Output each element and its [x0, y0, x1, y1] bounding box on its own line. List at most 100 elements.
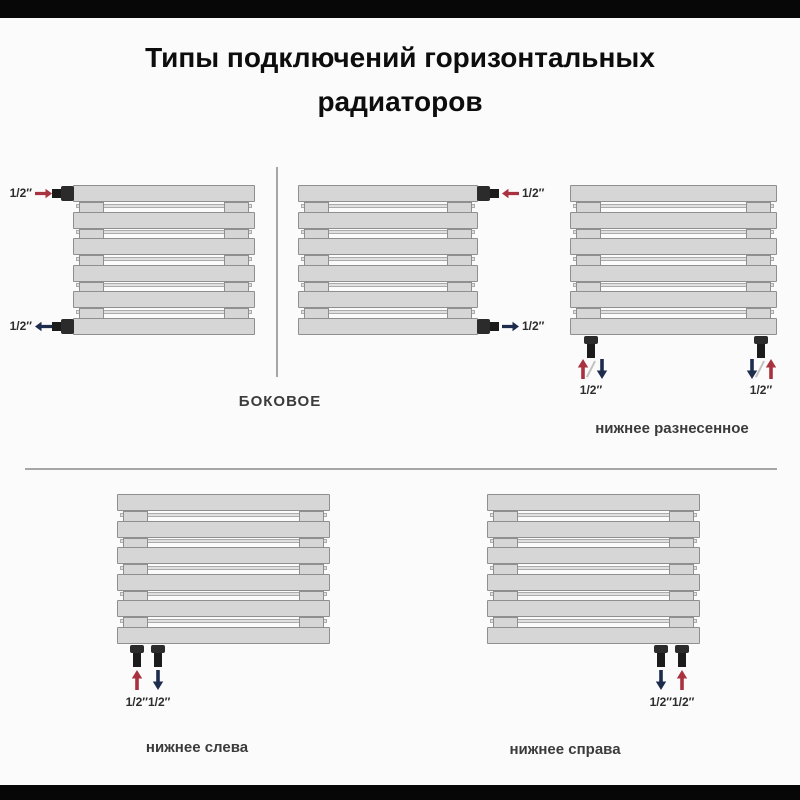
return-arrow-icon	[596, 359, 608, 379]
collector-strip	[573, 230, 774, 235]
radiator-bottom-right-connection	[487, 494, 700, 645]
collector-strip	[301, 256, 475, 261]
radiator-slat	[298, 238, 478, 256]
radiator-collector-gap	[487, 564, 700, 575]
return-arrow-icon	[152, 670, 164, 690]
supply-arrow-icon	[35, 188, 52, 199]
radiator-slat	[570, 291, 777, 309]
radiator-slat	[298, 211, 478, 229]
pipe-stub-icon	[587, 344, 595, 358]
valve-nut-icon	[61, 319, 74, 334]
divider-vertical	[276, 167, 278, 377]
radiator-slat	[73, 185, 255, 202]
pipe-stub-icon	[657, 653, 665, 667]
collector-strip	[490, 512, 697, 517]
radiator-collector-gap	[487, 537, 700, 549]
collector-strip	[490, 565, 697, 570]
collector-strip	[76, 203, 252, 208]
valve-nut-icon	[675, 645, 689, 653]
collector-strip	[76, 283, 252, 288]
radiator-collector-gap	[73, 281, 255, 293]
radiator-slat	[570, 211, 777, 229]
collector-strip	[120, 592, 327, 597]
return-arrow-icon	[746, 359, 758, 379]
radiator-collector-gap	[487, 590, 700, 602]
pipe-size-label: 1/2″	[749, 383, 773, 397]
radiator-slat	[570, 264, 777, 282]
radiator-collector-gap	[117, 617, 330, 628]
return-arrow-icon	[502, 321, 519, 332]
radiator-collector-gap	[73, 228, 255, 240]
radiator-slat	[73, 211, 255, 229]
valve-nut-icon	[61, 186, 74, 201]
valve-nut-icon	[477, 186, 490, 201]
valve-fitting-icon	[477, 319, 499, 334]
radiator-slat	[117, 573, 330, 591]
radiator-collector-gap	[298, 308, 478, 319]
pipe-size-label: 1/2″	[9, 186, 32, 200]
radiator-slat	[117, 494, 330, 511]
radiator-slat	[570, 318, 777, 335]
radiator-slat	[487, 494, 700, 511]
collector-strip	[120, 512, 327, 517]
valve-fitting-icon	[584, 336, 598, 358]
radiator-slat	[487, 573, 700, 591]
pipe-size-label-pair: 1/2″1/2″	[118, 696, 178, 709]
radiator-slat	[298, 185, 478, 202]
collector-strip	[490, 539, 697, 544]
pipe-size-label: 1/2″	[522, 186, 545, 200]
pipe-size-label: 1/2″	[522, 319, 545, 333]
caption-bottom-spread: нижнее разнесенное	[595, 420, 749, 437]
pipe-size-label: 1/2″	[649, 695, 672, 709]
radiator-collector-gap	[117, 537, 330, 549]
pipe-stub-icon	[678, 653, 686, 667]
collector-strip	[301, 309, 475, 314]
valve-nut-icon	[477, 319, 490, 334]
collector-strip	[301, 230, 475, 235]
pipe-stub-icon	[490, 189, 499, 198]
radiator-slat	[73, 291, 255, 309]
radiator-slat	[487, 627, 700, 644]
collector-strip	[573, 283, 774, 288]
valve-nut-icon	[654, 645, 668, 653]
radiator-collector-gap	[117, 511, 330, 522]
caption-bottom-right: нижнее справа	[509, 741, 621, 758]
radiator-collector-gap	[570, 202, 777, 213]
radiator-collector-gap	[570, 228, 777, 240]
collector-strip	[76, 256, 252, 261]
caption-side-connection: БОКОВОЕ	[238, 393, 322, 410]
collector-strip	[120, 539, 327, 544]
radiator-slat	[117, 547, 330, 565]
radiator-collector-gap	[298, 202, 478, 213]
page-title-line2: радиаторов	[317, 86, 483, 117]
collector-strip	[76, 230, 252, 235]
radiator-slat	[487, 520, 700, 538]
top-frame-bar	[0, 0, 800, 18]
radiator-collector-gap	[570, 255, 777, 266]
pipe-stub-icon	[490, 322, 499, 331]
supply-arrow-icon	[765, 359, 777, 379]
radiator-collector-gap	[298, 255, 478, 266]
supply-arrow-icon	[502, 188, 519, 199]
pipe-stub-icon	[757, 344, 765, 358]
collector-strip	[301, 203, 475, 208]
pipe-stub-icon	[133, 653, 141, 667]
collector-strip	[573, 203, 774, 208]
radiator-bottom-left-connection	[117, 494, 330, 645]
radiator-collector-gap	[298, 281, 478, 293]
radiator-bottom-spread	[570, 185, 777, 336]
radiator-side-right	[298, 185, 478, 336]
radiator-slat	[117, 520, 330, 538]
radiator-slat	[487, 547, 700, 565]
radiator-collector-gap	[570, 308, 777, 319]
radiator-collector-gap	[73, 308, 255, 319]
collector-strip	[120, 618, 327, 623]
collector-strip	[490, 592, 697, 597]
radiator-slat	[298, 318, 478, 335]
caption-bottom-left: нижнее слева	[145, 739, 249, 756]
radiator-collector-gap	[570, 281, 777, 293]
supply-arrow-icon	[131, 670, 143, 690]
radiator-collector-gap	[487, 617, 700, 628]
pipe-stub-icon	[52, 189, 61, 198]
